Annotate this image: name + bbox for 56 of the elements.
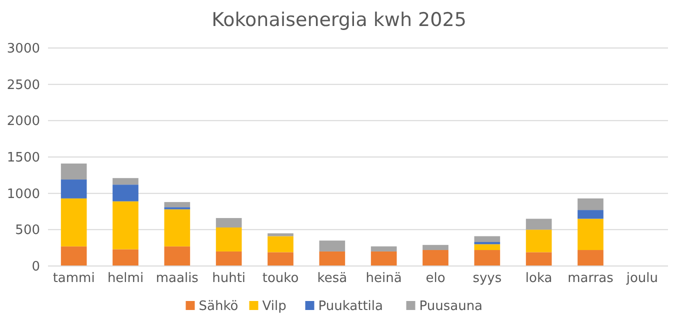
x-tick-label: elo <box>426 271 446 286</box>
legend-label: Puusauna <box>419 299 483 314</box>
bar <box>422 250 448 266</box>
y-tick-label: 3000 <box>6 42 40 57</box>
legend-label: Sähkö <box>198 299 238 314</box>
x-tick-label: huhti <box>212 271 246 286</box>
bar <box>526 230 552 252</box>
x-tick-label: kesä <box>317 271 348 286</box>
y-tick-label: 1500 <box>6 150 40 166</box>
bar <box>422 244 448 250</box>
y-tick-label: 0 <box>32 260 40 275</box>
bar <box>164 202 190 208</box>
bar <box>60 246 87 266</box>
bar <box>319 251 346 266</box>
x-tick-label: marras <box>568 271 614 286</box>
x-tick-label: tammi <box>52 271 95 286</box>
bar <box>60 180 87 198</box>
bar <box>60 164 87 180</box>
bar <box>578 198 604 210</box>
y-tick-label: 500 <box>15 223 40 238</box>
x-tick-label: helmi <box>107 271 144 286</box>
bar <box>112 184 138 202</box>
legend-label: Puukattila <box>318 299 383 314</box>
bar <box>526 218 552 230</box>
x-tick-label: syys <box>472 271 502 286</box>
bar <box>268 252 294 266</box>
bar <box>112 201 138 250</box>
bar <box>216 227 242 252</box>
x-tick-label: heinä <box>366 271 402 286</box>
bar <box>474 250 500 266</box>
x-tick-label: maalis <box>156 271 199 286</box>
bar <box>578 210 604 219</box>
bar <box>370 246 397 252</box>
bar <box>216 218 242 228</box>
y-tick-label: 2000 <box>6 114 40 130</box>
chart-title: Kokonaisenergia kwh 2025 <box>212 9 466 31</box>
x-tick-label: joulu <box>625 271 658 286</box>
bar <box>60 198 87 246</box>
bar <box>112 249 138 266</box>
bar <box>370 251 397 266</box>
bar <box>164 246 190 266</box>
bar <box>578 218 604 250</box>
bar <box>319 240 346 252</box>
y-tick-label: 2500 <box>6 78 40 93</box>
bar <box>164 209 190 246</box>
bar <box>112 178 138 185</box>
y-tick-label: 1000 <box>6 186 40 202</box>
bar <box>474 244 500 250</box>
bar <box>474 236 500 242</box>
legend-label: Vilp <box>262 299 286 314</box>
x-tick-label: touko <box>262 271 299 286</box>
bar <box>578 250 604 266</box>
bar <box>268 236 294 252</box>
bar <box>526 252 552 266</box>
x-tick-label: loka <box>525 271 552 286</box>
bar <box>216 251 242 266</box>
